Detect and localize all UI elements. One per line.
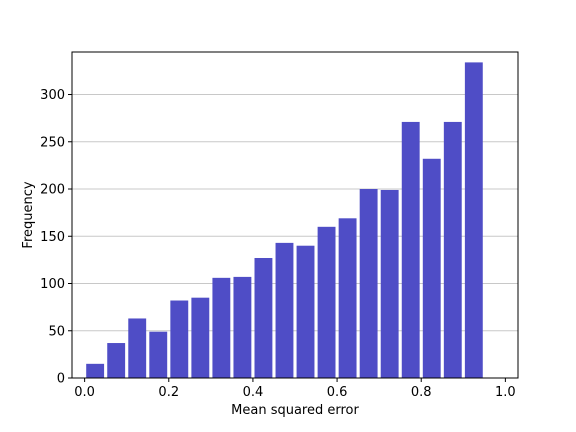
x-tick-label: 0.4: [243, 385, 264, 400]
x-axis: 0.0 0.2 0.4 0.6 0.8 1.0: [74, 378, 516, 400]
histogram-bar: [401, 121, 420, 379]
histogram-bar: [128, 318, 147, 378]
y-tick-label: 0: [57, 372, 65, 387]
histogram-bar: [317, 226, 336, 378]
histogram-bar: [86, 363, 105, 378]
y-tick-label: 250: [40, 135, 65, 150]
plot-frame: [71, 51, 519, 379]
y-tick-label: 300: [40, 88, 65, 103]
histogram-bar: [296, 245, 315, 378]
histogram-bar: [443, 121, 462, 379]
y-tick-label: 200: [40, 183, 65, 198]
x-tick-label: 0.0: [74, 385, 95, 400]
x-axis-label: Mean squared error: [231, 403, 359, 418]
y-tick-label: 100: [40, 277, 65, 292]
histogram-bar: [380, 189, 399, 378]
x-tick-label: 0.6: [327, 385, 348, 400]
y-tick-label: 50: [48, 324, 65, 339]
histogram-bar: [212, 277, 231, 378]
x-tick-label: 1.0: [495, 385, 516, 400]
histogram-bar: [233, 276, 252, 378]
histogram-bar: [422, 158, 441, 378]
y-axis-label: Frequency: [21, 181, 36, 248]
histogram-bar: [191, 297, 210, 378]
histogram-bar: [107, 343, 126, 378]
x-tick-label: 0.8: [411, 385, 432, 400]
gridlines: [72, 94, 518, 332]
histogram-bar: [275, 242, 294, 378]
histogram-bar: [359, 189, 378, 378]
histogram-bar: [170, 300, 189, 378]
histogram-bar: [338, 218, 357, 378]
histogram-bar: [149, 331, 168, 378]
x-tick-label: 0.2: [158, 385, 179, 400]
histogram-bar: [254, 257, 273, 378]
y-axis: 0 50 100 150 200 250 300: [40, 88, 72, 387]
histogram-bar: [464, 62, 483, 379]
bars: [86, 62, 483, 379]
y-tick-label: 150: [40, 230, 65, 245]
